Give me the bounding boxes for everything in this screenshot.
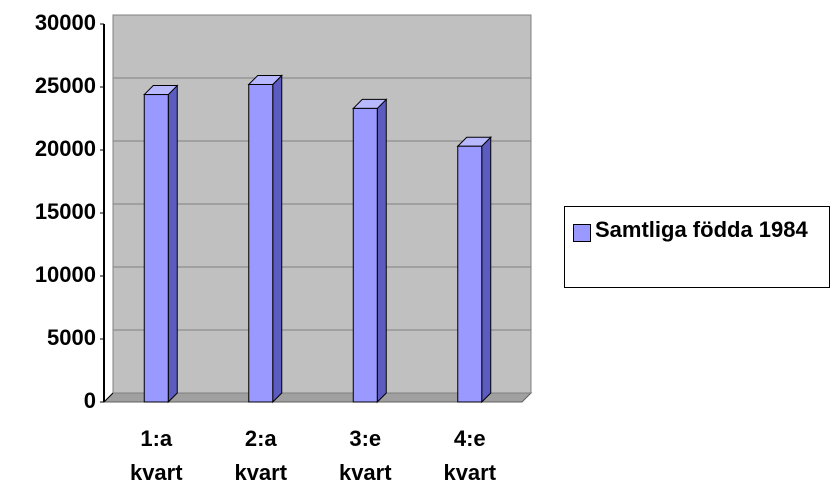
bar-side xyxy=(376,98,387,404)
y-tick-label: 0 xyxy=(84,388,96,413)
y-tick-label: 20000 xyxy=(35,136,96,161)
y-tick-label: 10000 xyxy=(35,262,96,287)
bar xyxy=(352,98,388,404)
bar-front xyxy=(457,145,483,403)
x-tick-label: 3:e kvart xyxy=(338,426,392,485)
bar-side xyxy=(167,84,178,404)
y-tick-label: 30000 xyxy=(35,10,96,35)
bar-front xyxy=(248,83,274,403)
bar-side xyxy=(481,136,492,404)
bar-side xyxy=(272,74,283,404)
bar xyxy=(247,74,283,404)
x-tick-label: 4:e kvart xyxy=(443,426,497,485)
y-tick-label: 25000 xyxy=(35,73,96,98)
bar xyxy=(143,84,179,404)
legend-swatch xyxy=(573,224,591,242)
y-tick-label: 15000 xyxy=(35,199,96,224)
bar xyxy=(456,136,492,404)
legend-label: Samtliga födda 1984 xyxy=(595,217,808,242)
y-tick-label: 5000 xyxy=(47,325,96,350)
x-tick-label: 1:a kvart xyxy=(129,426,183,485)
x-tick-label: 2:a kvart xyxy=(234,426,288,485)
bar-front xyxy=(143,94,169,403)
y-axis-diag xyxy=(103,392,114,403)
legend: Samtliga födda 1984 xyxy=(564,206,830,288)
bar-front xyxy=(352,107,378,403)
